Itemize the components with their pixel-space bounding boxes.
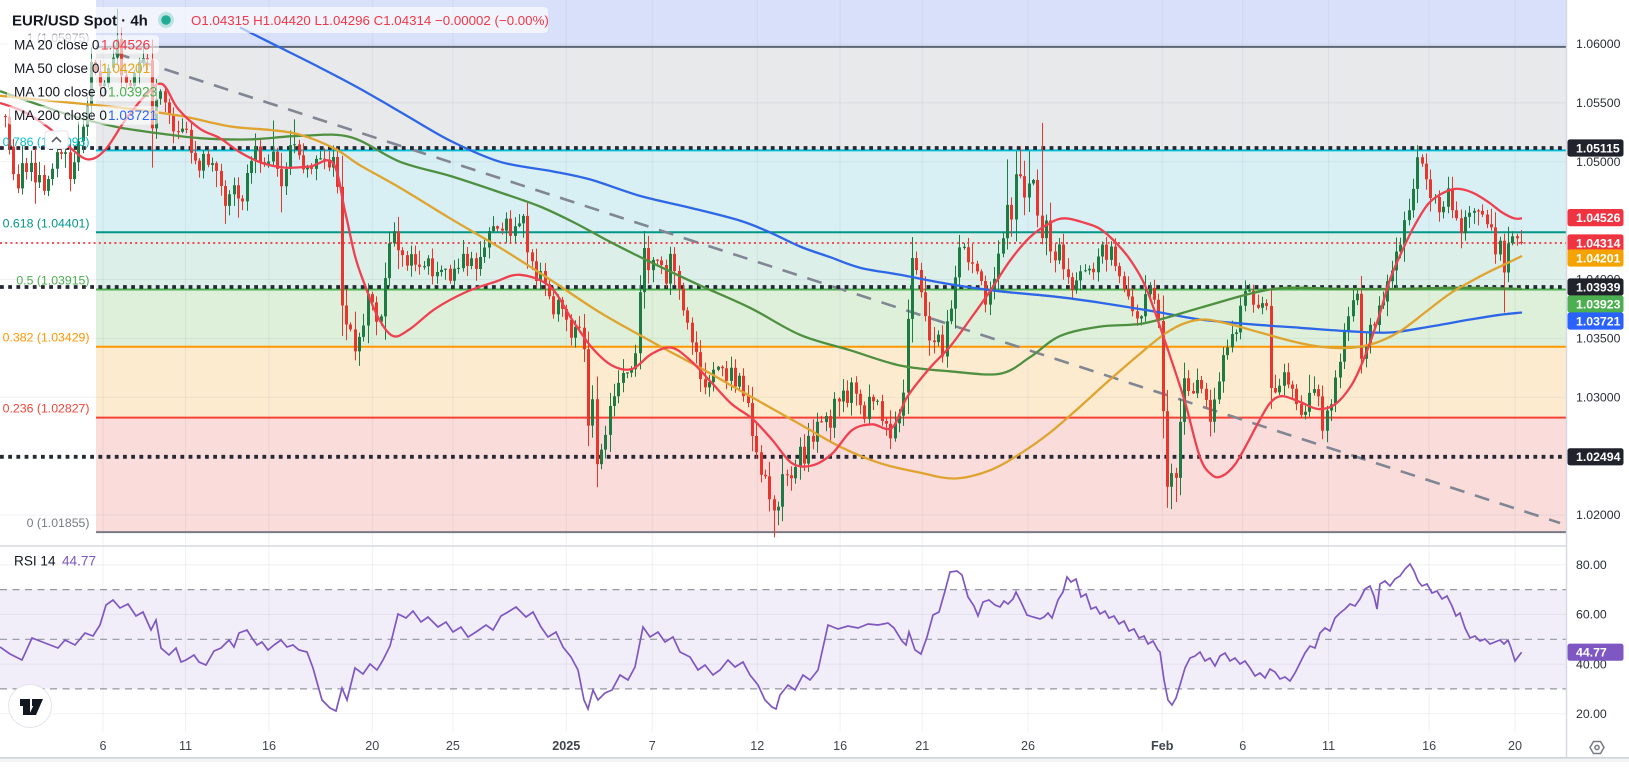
svg-text:20: 20: [365, 739, 379, 753]
svg-text:1.03939: 1.03939: [1576, 280, 1621, 294]
svg-text:44.77: 44.77: [1576, 646, 1607, 660]
svg-text:1.03721: 1.03721: [108, 108, 157, 123]
svg-text:1.04526: 1.04526: [1576, 211, 1621, 225]
svg-text:0.382 (1.03429): 0.382 (1.03429): [3, 331, 90, 345]
svg-text:EUR/USD Spot · 4h: EUR/USD Spot · 4h: [12, 13, 148, 30]
svg-text:20: 20: [1508, 739, 1522, 753]
svg-text:16: 16: [1422, 739, 1436, 753]
svg-text:1.02000: 1.02000: [1576, 508, 1621, 522]
svg-text:MA 200 close 0: MA 200 close 0: [14, 108, 107, 123]
svg-text:20.00: 20.00: [1576, 707, 1607, 721]
svg-text:21: 21: [915, 739, 929, 753]
svg-text:6: 6: [1239, 739, 1246, 753]
svg-text:11: 11: [1322, 739, 1335, 753]
svg-text:11: 11: [179, 739, 192, 753]
svg-text:1.05000: 1.05000: [1576, 155, 1621, 169]
svg-text:1.03000: 1.03000: [1576, 391, 1621, 405]
svg-text:1.03923: 1.03923: [108, 85, 157, 100]
svg-text:O1.04315 H1.04420 L1.04296 C1.: O1.04315 H1.04420 L1.04296 C1.04314 −0.0…: [191, 13, 549, 28]
svg-text:1.03923: 1.03923: [1576, 297, 1621, 311]
svg-text:16: 16: [833, 739, 847, 753]
svg-text:12: 12: [750, 739, 764, 753]
svg-text:0 (1.01855): 0 (1.01855): [27, 516, 90, 530]
svg-text:1.04201: 1.04201: [101, 61, 150, 76]
svg-text:MA 20 close 0: MA 20 close 0: [14, 37, 100, 52]
svg-text:1.04201: 1.04201: [1576, 251, 1621, 265]
svg-text:25: 25: [446, 739, 460, 753]
svg-text:0.5 (1.03915): 0.5 (1.03915): [16, 274, 89, 288]
svg-text:1.03500: 1.03500: [1576, 332, 1621, 346]
svg-text:7: 7: [649, 739, 656, 753]
svg-text:26: 26: [1021, 739, 1035, 753]
svg-text:1.03721: 1.03721: [1576, 314, 1621, 328]
svg-text:Feb: Feb: [1151, 739, 1174, 753]
svg-text:1.05115: 1.05115: [1576, 141, 1620, 155]
svg-text:RSI 14: RSI 14: [14, 554, 56, 569]
svg-text:80.00: 80.00: [1576, 558, 1607, 572]
svg-text:2025: 2025: [552, 739, 580, 753]
svg-text:0.236 (1.02827): 0.236 (1.02827): [3, 402, 90, 416]
svg-text:1.05500: 1.05500: [1576, 96, 1621, 110]
svg-text:1.04526: 1.04526: [101, 37, 150, 52]
svg-text:60.00: 60.00: [1576, 608, 1607, 622]
svg-text:16: 16: [262, 739, 276, 753]
svg-text:0.618 (1.04401): 0.618 (1.04401): [3, 216, 90, 230]
svg-text:1.06000: 1.06000: [1576, 37, 1621, 51]
svg-text:1.04314: 1.04314: [1576, 236, 1621, 250]
svg-text:1.02494: 1.02494: [1576, 450, 1621, 464]
svg-text:MA 50 close 0: MA 50 close 0: [14, 61, 100, 76]
svg-text:6: 6: [99, 739, 106, 753]
svg-text:44.77: 44.77: [62, 554, 96, 569]
svg-text:MA 100 close 0: MA 100 close 0: [14, 85, 107, 100]
